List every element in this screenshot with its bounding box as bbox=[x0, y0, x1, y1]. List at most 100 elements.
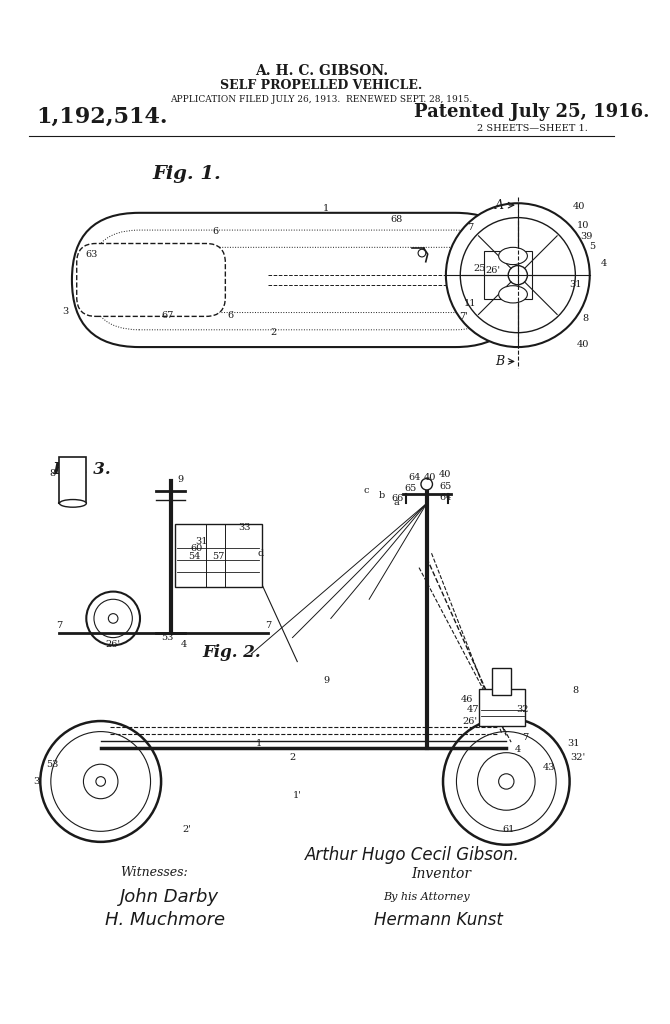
Text: 31: 31 bbox=[195, 538, 208, 546]
Text: 39: 39 bbox=[581, 232, 593, 242]
Bar bbox=[480, 689, 525, 726]
Circle shape bbox=[418, 249, 425, 257]
Circle shape bbox=[109, 613, 118, 624]
Circle shape bbox=[443, 718, 570, 845]
Text: 32: 32 bbox=[517, 706, 529, 714]
Ellipse shape bbox=[498, 248, 527, 264]
Text: Fig. 1.: Fig. 1. bbox=[153, 166, 221, 183]
Text: 5: 5 bbox=[590, 242, 596, 251]
Text: 8: 8 bbox=[572, 686, 578, 695]
Text: 7: 7 bbox=[265, 621, 271, 630]
Text: b: b bbox=[379, 492, 385, 500]
Bar bbox=[176, 524, 262, 587]
Circle shape bbox=[84, 764, 118, 799]
Text: 9: 9 bbox=[323, 676, 329, 685]
Text: Witnesses:: Witnesses: bbox=[120, 866, 188, 879]
Text: 31: 31 bbox=[567, 738, 580, 748]
Text: 2: 2 bbox=[289, 753, 295, 762]
Text: 3: 3 bbox=[34, 777, 40, 786]
Text: 67: 67 bbox=[161, 311, 174, 319]
Text: 2 SHEETS—SHEET 1.: 2 SHEETS—SHEET 1. bbox=[477, 124, 588, 133]
Text: c: c bbox=[364, 486, 369, 496]
Text: 54: 54 bbox=[188, 552, 201, 560]
Text: 40: 40 bbox=[439, 470, 452, 479]
Text: B: B bbox=[495, 355, 505, 368]
Text: 6: 6 bbox=[212, 227, 219, 237]
Text: Patented July 25, 1916.: Patented July 25, 1916. bbox=[415, 103, 650, 121]
Text: 32': 32' bbox=[571, 753, 586, 762]
Text: 40: 40 bbox=[423, 473, 436, 482]
Text: 60: 60 bbox=[190, 544, 203, 553]
Ellipse shape bbox=[60, 500, 86, 507]
Text: 53: 53 bbox=[161, 633, 174, 642]
Text: 1: 1 bbox=[323, 204, 329, 213]
Text: 63: 63 bbox=[85, 250, 97, 258]
Text: Inventor: Inventor bbox=[411, 867, 471, 882]
Text: d: d bbox=[258, 549, 264, 558]
Text: 26': 26' bbox=[462, 717, 478, 726]
Circle shape bbox=[446, 203, 590, 347]
Circle shape bbox=[509, 265, 527, 285]
Text: 40: 40 bbox=[577, 340, 589, 349]
Text: 46: 46 bbox=[461, 695, 473, 705]
Text: H. Muchmore: H. Muchmore bbox=[105, 911, 226, 930]
Text: 66: 66 bbox=[392, 494, 404, 503]
Text: 53: 53 bbox=[46, 760, 59, 769]
Text: 7: 7 bbox=[467, 222, 473, 231]
Text: Hermann Kunst: Hermann Kunst bbox=[374, 911, 503, 930]
Text: a: a bbox=[393, 498, 399, 507]
FancyBboxPatch shape bbox=[76, 244, 225, 316]
Text: 4: 4 bbox=[515, 745, 521, 755]
Circle shape bbox=[40, 721, 161, 842]
Text: 68: 68 bbox=[390, 215, 402, 224]
Circle shape bbox=[421, 478, 432, 489]
Text: 11: 11 bbox=[464, 299, 476, 308]
Text: John Darby: John Darby bbox=[120, 888, 219, 905]
Text: 40: 40 bbox=[573, 202, 586, 211]
Text: 57: 57 bbox=[212, 552, 225, 560]
Text: 4: 4 bbox=[601, 259, 607, 268]
Text: 4: 4 bbox=[181, 640, 187, 649]
Text: Arthur Hugo Cecil Gibson.: Arthur Hugo Cecil Gibson. bbox=[305, 846, 520, 864]
Text: 9: 9 bbox=[177, 475, 184, 484]
Text: 2': 2' bbox=[182, 825, 192, 834]
Text: 43: 43 bbox=[542, 763, 555, 771]
Text: 31: 31 bbox=[569, 281, 582, 289]
Text: APPLICATION FILED JULY 26, 1913.  RENEWED SEPT. 28, 1915.: APPLICATION FILED JULY 26, 1913. RENEWED… bbox=[170, 95, 472, 104]
Text: Fig. 2.: Fig. 2. bbox=[203, 643, 261, 660]
Text: 6: 6 bbox=[227, 311, 233, 319]
Text: 7: 7 bbox=[56, 621, 62, 630]
Circle shape bbox=[96, 776, 105, 786]
Text: 47: 47 bbox=[466, 706, 479, 714]
Text: 8: 8 bbox=[50, 469, 56, 478]
Text: 2: 2 bbox=[270, 328, 277, 337]
Text: 8: 8 bbox=[582, 313, 588, 323]
Bar bbox=[60, 458, 86, 504]
Text: 3: 3 bbox=[62, 307, 68, 316]
Text: 33: 33 bbox=[239, 523, 251, 531]
Text: 1: 1 bbox=[256, 738, 262, 748]
Text: 64: 64 bbox=[408, 473, 421, 482]
Text: 64: 64 bbox=[439, 494, 452, 502]
Text: 7: 7 bbox=[523, 733, 529, 741]
Text: 61: 61 bbox=[502, 825, 515, 834]
Text: 65: 65 bbox=[439, 481, 452, 490]
Text: 10: 10 bbox=[577, 221, 589, 229]
Text: 7': 7' bbox=[459, 312, 468, 321]
Bar bbox=[484, 251, 532, 299]
Text: A: A bbox=[495, 199, 505, 212]
Text: Fig. 3.: Fig. 3. bbox=[53, 461, 111, 478]
Text: 25: 25 bbox=[473, 264, 486, 273]
Circle shape bbox=[86, 592, 140, 645]
Text: By his Attorney: By his Attorney bbox=[383, 892, 470, 901]
Bar bbox=[492, 669, 511, 695]
Text: SELF PROPELLED VEHICLE.: SELF PROPELLED VEHICLE. bbox=[220, 79, 422, 92]
Text: 26': 26' bbox=[485, 266, 500, 274]
Text: 1,192,514.: 1,192,514. bbox=[36, 105, 168, 128]
Text: 26': 26' bbox=[106, 640, 121, 649]
Text: 65: 65 bbox=[404, 483, 417, 493]
Text: A. H. C. GIBSON.: A. H. C. GIBSON. bbox=[255, 63, 388, 78]
Circle shape bbox=[498, 774, 514, 790]
FancyBboxPatch shape bbox=[72, 213, 523, 347]
Ellipse shape bbox=[498, 286, 527, 303]
